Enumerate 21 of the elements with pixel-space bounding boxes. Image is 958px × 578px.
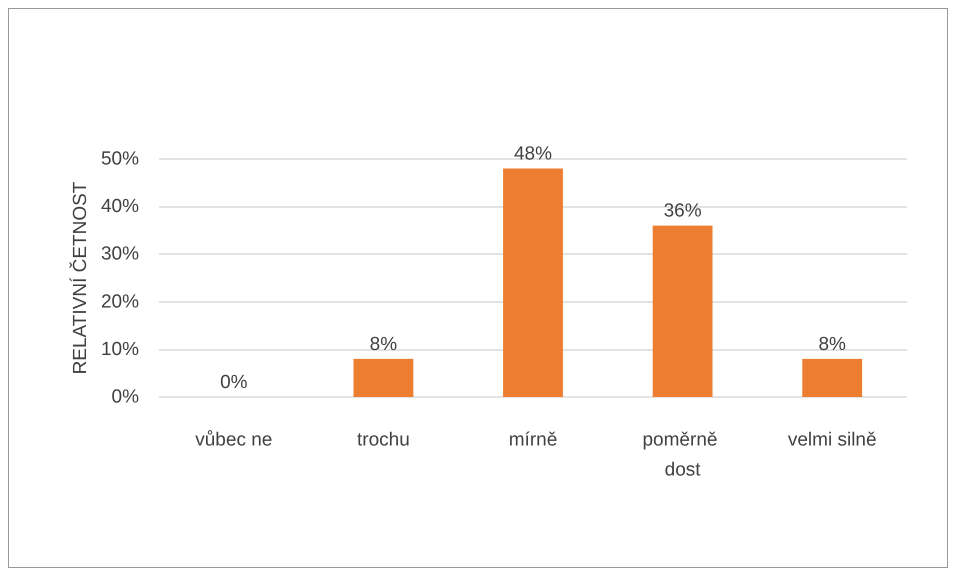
x-tick-label: vůbec ne bbox=[195, 430, 272, 450]
x-tick-label: trochu bbox=[356, 430, 410, 450]
data-label: 0% bbox=[220, 372, 248, 393]
data-label: 48% bbox=[514, 144, 552, 165]
y-axis-title: RELATIVNÍ ČETNOST bbox=[69, 181, 92, 374]
bar bbox=[503, 168, 563, 397]
y-tick-label: 40% bbox=[100, 196, 140, 218]
y-tick-label: 10% bbox=[100, 338, 140, 360]
bar bbox=[802, 358, 862, 397]
data-label: 36% bbox=[664, 200, 702, 222]
x-tick-label: poměrně dost bbox=[642, 430, 723, 480]
data-label: 8% bbox=[370, 334, 398, 355]
y-tick-label: 30% bbox=[100, 244, 140, 265]
y-tick-label: 0% bbox=[112, 386, 140, 408]
data-label: 8% bbox=[818, 334, 846, 355]
x-tick-label: velmi silně bbox=[788, 430, 877, 450]
x-tick-label: mírně bbox=[508, 430, 558, 450]
bar bbox=[652, 226, 713, 397]
y-tick-label: 20% bbox=[100, 291, 140, 312]
bar bbox=[353, 358, 414, 397]
y-tick-label: 50% bbox=[100, 148, 140, 170]
